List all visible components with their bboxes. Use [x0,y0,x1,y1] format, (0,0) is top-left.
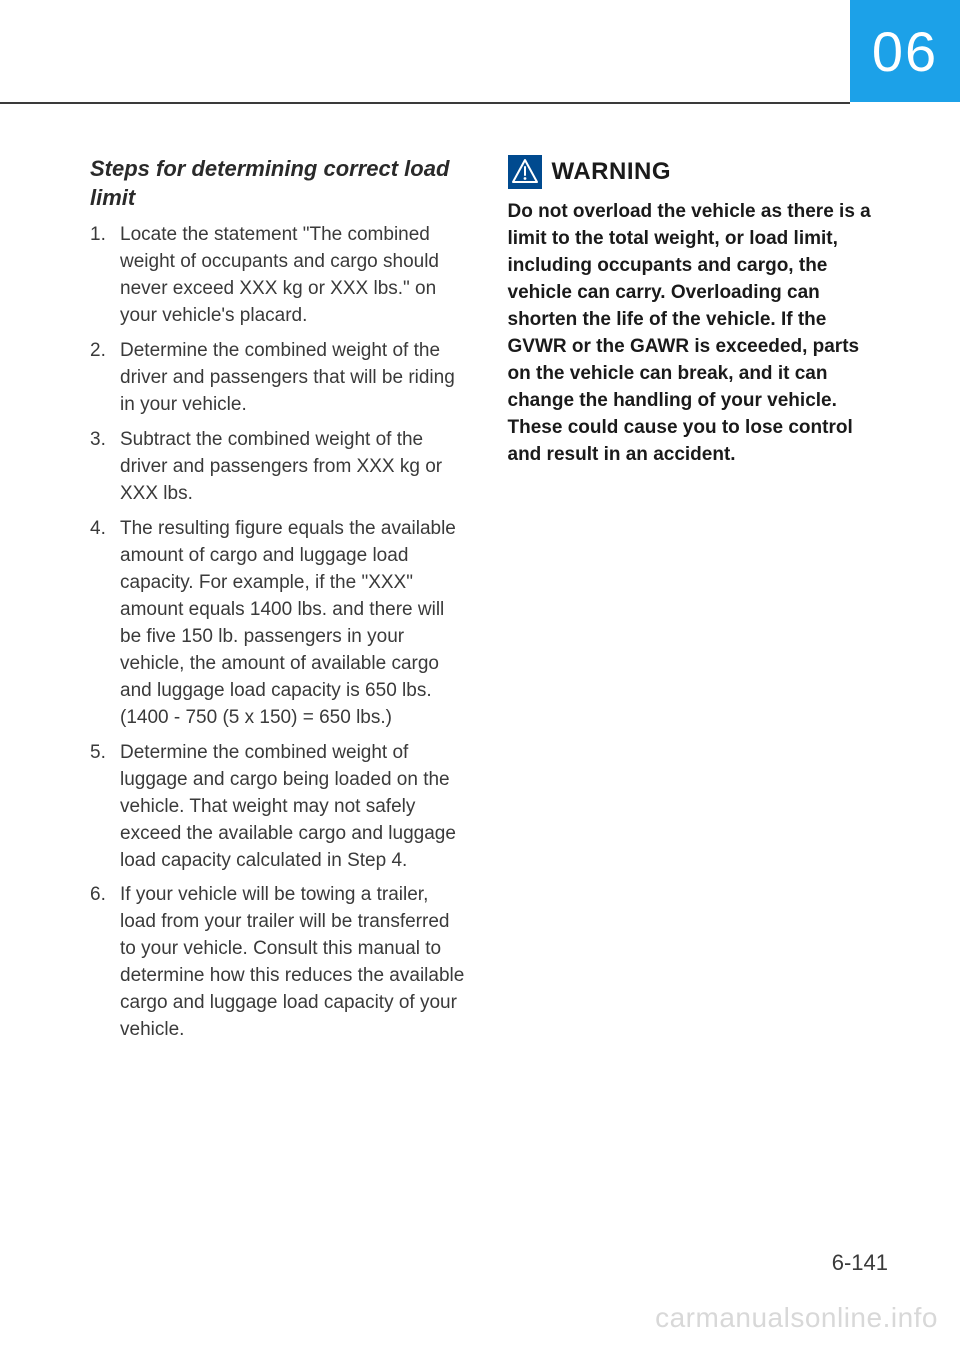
warning-body: Do not overload the vehicle as there is … [508,199,886,469]
step-item: Determine the combined weight of the dri… [90,338,468,419]
section-heading: Steps for determining correct load limit [90,155,468,212]
step-item: If your vehicle will be towing a trailer… [90,882,468,1044]
step-item: Determine the combined weight of luggage… [90,740,468,875]
left-column: Steps for determining correct load limit… [90,155,468,1052]
page-content: Steps for determining correct load limit… [90,155,885,1052]
step-item: Subtract the combined weight of the driv… [90,427,468,508]
step-item: The resulting figure equals the availabl… [90,516,468,732]
warning-icon [508,155,542,189]
horizontal-rule [0,102,850,104]
warning-header: WARNING [508,155,886,189]
step-item: Locate the statement "The combined weigh… [90,222,468,330]
warning-title: WARNING [552,158,672,186]
page-number: 6-141 [832,1250,888,1276]
watermark: carmanualsonline.info [655,1302,938,1334]
right-column: WARNING Do not overload the vehicle as t… [508,155,886,1052]
steps-list: Locate the statement "The combined weigh… [90,222,468,1044]
chapter-tab: 06 [850,0,960,102]
